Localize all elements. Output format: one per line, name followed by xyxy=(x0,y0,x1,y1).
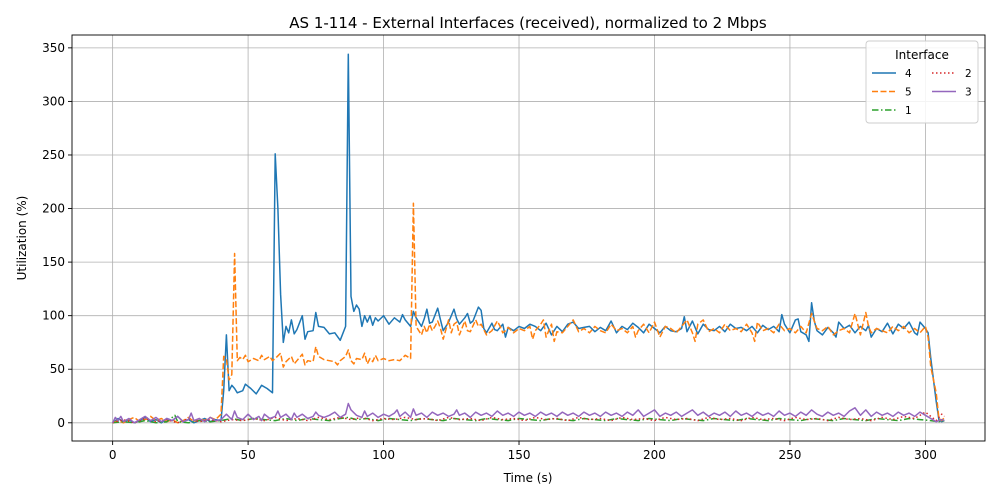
grid xyxy=(72,35,985,441)
y-tick-label: 50 xyxy=(50,362,65,376)
legend-label-4: 4 xyxy=(905,68,912,80)
x-tick-label: 50 xyxy=(240,448,255,462)
y-axis: 0 50 100 150 200 250 300 350 xyxy=(42,41,72,430)
x-tick-label: 300 xyxy=(914,448,937,462)
x-axis-label: Time (s) xyxy=(503,471,553,485)
y-tick-label: 0 xyxy=(57,416,65,430)
legend-label-5: 5 xyxy=(905,87,912,99)
y-tick-label: 100 xyxy=(42,309,65,323)
x-axis: 0 50 100 150 200 250 300 xyxy=(109,441,937,462)
legend-label-1: 1 xyxy=(905,105,912,117)
x-tick-label: 100 xyxy=(372,448,395,462)
series-line-3 xyxy=(111,402,945,424)
series-line-5 xyxy=(112,202,945,424)
legend-label-3: 3 xyxy=(965,87,972,99)
y-tick-label: 200 xyxy=(42,202,65,216)
legend-title: Interface xyxy=(895,48,949,62)
y-tick-label: 300 xyxy=(42,94,65,108)
x-tick-label: 250 xyxy=(778,448,801,462)
legend-box xyxy=(865,40,979,124)
legend: Interface 4 5 1 2 3 xyxy=(865,40,979,124)
y-axis-label: Utilization (%) xyxy=(15,196,29,281)
x-tick-label: 150 xyxy=(508,448,531,462)
plot-frame xyxy=(71,34,986,442)
y-tick-label: 250 xyxy=(42,148,65,162)
x-tick-label: 200 xyxy=(643,448,666,462)
series-lines xyxy=(111,53,945,424)
y-tick-label: 150 xyxy=(42,255,65,269)
x-tick-label: 0 xyxy=(109,448,117,462)
legend-label-2: 2 xyxy=(965,68,972,80)
series-line-4 xyxy=(112,53,945,424)
y-tick-label: 350 xyxy=(42,41,65,55)
plot-area xyxy=(111,53,945,424)
chart-title: AS 1-114 - External Interfaces (received… xyxy=(289,14,767,32)
legend-entries: 4 5 1 2 3 xyxy=(872,68,972,117)
